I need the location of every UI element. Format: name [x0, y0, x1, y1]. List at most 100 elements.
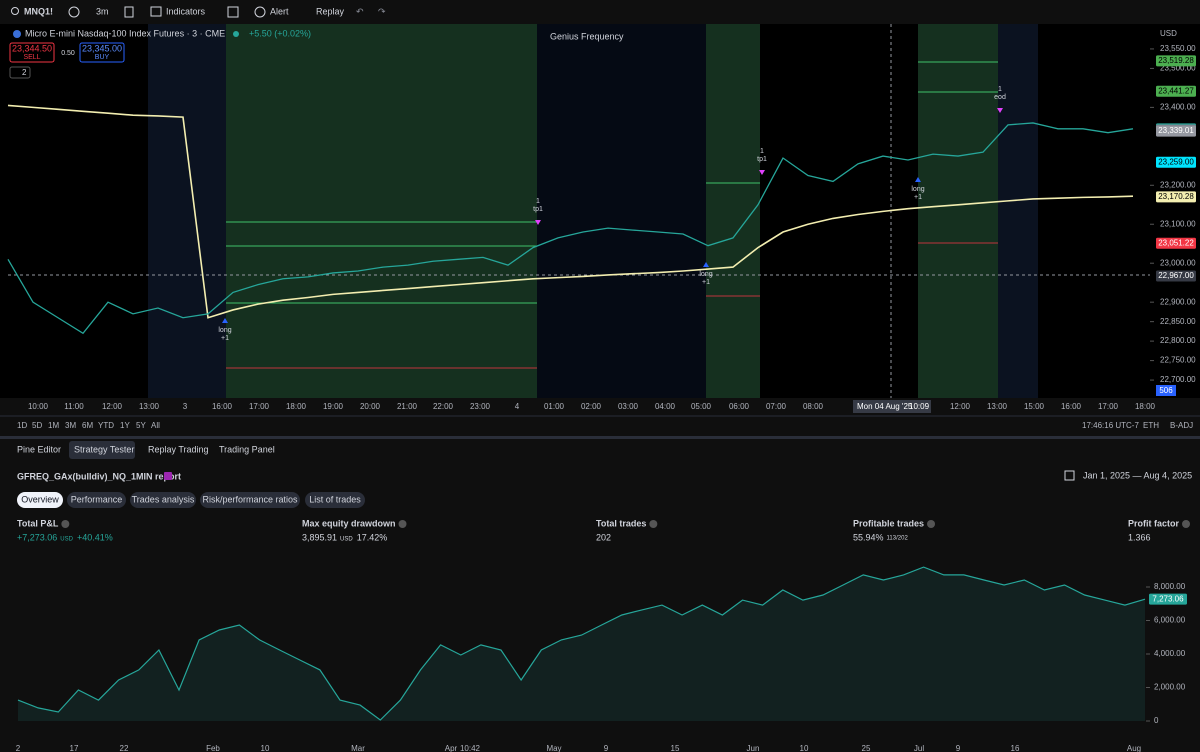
signal-arrow: [997, 108, 1003, 113]
interval[interactable]: 3m: [96, 6, 109, 16]
date-range[interactable]: Jan 1, 2025 — Aug 4, 2025: [1083, 470, 1192, 480]
layouts[interactable]: [227, 6, 239, 18]
info-icon[interactable]: [1182, 520, 1191, 528]
equity-pane: [0, 552, 1200, 752]
stat-label: Profit factor: [1128, 518, 1180, 528]
adjust[interactable]: B-ADJ: [1170, 421, 1193, 430]
stat-value: 3,895.91: [302, 532, 337, 542]
sell-label[interactable]: SELL: [23, 54, 40, 61]
time-label: 05:00: [691, 402, 712, 411]
report-tab[interactable]: Trades analysis: [132, 494, 195, 504]
range-button[interactable]: 3M: [65, 421, 76, 430]
price-tick-label: 23,200.00: [1160, 180, 1196, 189]
collapse-button[interactable]: [9, 66, 31, 79]
price-tag: [1156, 237, 1196, 249]
range-button[interactable]: 1D: [17, 421, 27, 430]
price-tag-label: 23,519.28: [1158, 56, 1194, 65]
sell-price[interactable]: 23,344.50: [12, 43, 52, 53]
range-button[interactable]: 1Y: [120, 421, 130, 430]
range-button[interactable]: All: [151, 421, 160, 430]
price-tick-label: 22,850.00: [1160, 317, 1196, 326]
report-tab-bg[interactable]: [17, 492, 63, 508]
report-tab-bg[interactable]: [305, 492, 365, 508]
session-shade: [706, 24, 760, 398]
equity-x-label: 9: [956, 744, 961, 752]
time-label: 08:00: [803, 402, 824, 411]
panel-tab[interactable]: Replay Trading: [148, 444, 209, 454]
time-label: 07:00: [766, 402, 787, 411]
equity-x-label: May: [546, 744, 561, 752]
price-tick-label: 22,800.00: [1160, 336, 1196, 345]
range-button[interactable]: 5D: [32, 421, 42, 430]
currency[interactable]: USD: [1160, 29, 1177, 38]
info-icon[interactable]: [649, 520, 658, 528]
range-button[interactable]: 1M: [48, 421, 59, 430]
add-symbol[interactable]: [68, 6, 80, 18]
panel-tab[interactable]: Strategy Tester: [74, 444, 134, 454]
signal-label: long: [218, 327, 231, 334]
info-icon[interactable]: [398, 520, 407, 528]
signal-label: long: [911, 186, 924, 193]
session-shade: [226, 24, 537, 398]
signal-label: eod: [994, 94, 1006, 101]
report-tab-bg[interactable]: [130, 492, 196, 508]
report-tab[interactable]: Risk/performance ratios: [202, 494, 298, 504]
chart-type[interactable]: [124, 6, 134, 18]
price-tag: [1156, 85, 1196, 97]
time-label: 01:00: [544, 402, 565, 411]
report-tab[interactable]: List of trades: [309, 494, 361, 504]
signal-qty: 1: [998, 86, 1002, 93]
collapse-count[interactable]: 2: [22, 68, 27, 77]
indicators-icon[interactable]: [150, 6, 162, 17]
time-label: 13:00: [139, 402, 160, 411]
toolbar: [0, 0, 1200, 24]
alert[interactable]: Alert: [270, 6, 289, 16]
report-tab-bg[interactable]: [67, 492, 126, 508]
report-icon[interactable]: [164, 472, 172, 480]
range-button[interactable]: YTD: [98, 421, 114, 430]
report-tab-bg[interactable]: [200, 492, 300, 508]
alert-icon[interactable]: [254, 6, 266, 18]
search-icon[interactable]: [11, 7, 19, 15]
report-tab[interactable]: Overview: [21, 494, 59, 504]
equity-x-label: Aug: [1127, 744, 1141, 752]
symbol[interactable]: MNQ1!: [24, 6, 53, 16]
calendar-icon[interactable]: [1064, 470, 1075, 481]
equity-x-label: Jul: [914, 744, 924, 752]
undo[interactable]: ↶: [356, 6, 364, 16]
stat-label: Max equity drawdown: [302, 518, 396, 528]
session[interactable]: ETH: [1143, 421, 1159, 430]
range-button[interactable]: 6M: [82, 421, 93, 430]
panel-tab[interactable]: Pine Editor: [17, 444, 61, 454]
indicators[interactable]: Indicators: [166, 6, 206, 16]
indicator-name: Genius Frequency: [550, 31, 624, 41]
equity-x-label: 25: [862, 744, 871, 752]
panel-tab[interactable]: Trading Panel: [219, 444, 275, 454]
stat-label: Total P&L: [17, 518, 59, 528]
info-icon[interactable]: [927, 520, 936, 528]
report-tab[interactable]: Performance: [71, 494, 123, 504]
range-button[interactable]: 5Y: [136, 421, 146, 430]
equity-x-label: 10: [800, 744, 809, 752]
time-label: 17:00: [1098, 402, 1119, 411]
status-dot: [233, 31, 239, 37]
equity-x-label: Jun: [747, 744, 760, 752]
equity-x-label: Apr: [445, 744, 458, 752]
price-tick-label: 23,000.00: [1160, 258, 1196, 267]
signal-qty: 1: [536, 198, 540, 205]
sell-button[interactable]: [9, 42, 55, 63]
price-tag: [1156, 191, 1196, 203]
redo[interactable]: ↷: [378, 6, 386, 16]
buy-button[interactable]: [79, 42, 125, 63]
price-tick-label: 22,700.00: [1160, 375, 1196, 384]
signal-qty: +1: [702, 279, 710, 286]
stat-label: Profitable trades: [853, 518, 924, 528]
signal-label: long: [699, 271, 712, 278]
stat-label: Total trades: [596, 518, 646, 528]
buy-label[interactable]: BUY: [95, 54, 110, 61]
buy-price[interactable]: 23,345.00: [82, 43, 122, 53]
stat-value: 55.94%: [853, 532, 884, 542]
session-shade: [148, 24, 226, 398]
info-icon[interactable]: [61, 520, 70, 528]
replay[interactable]: Replay: [316, 6, 345, 16]
